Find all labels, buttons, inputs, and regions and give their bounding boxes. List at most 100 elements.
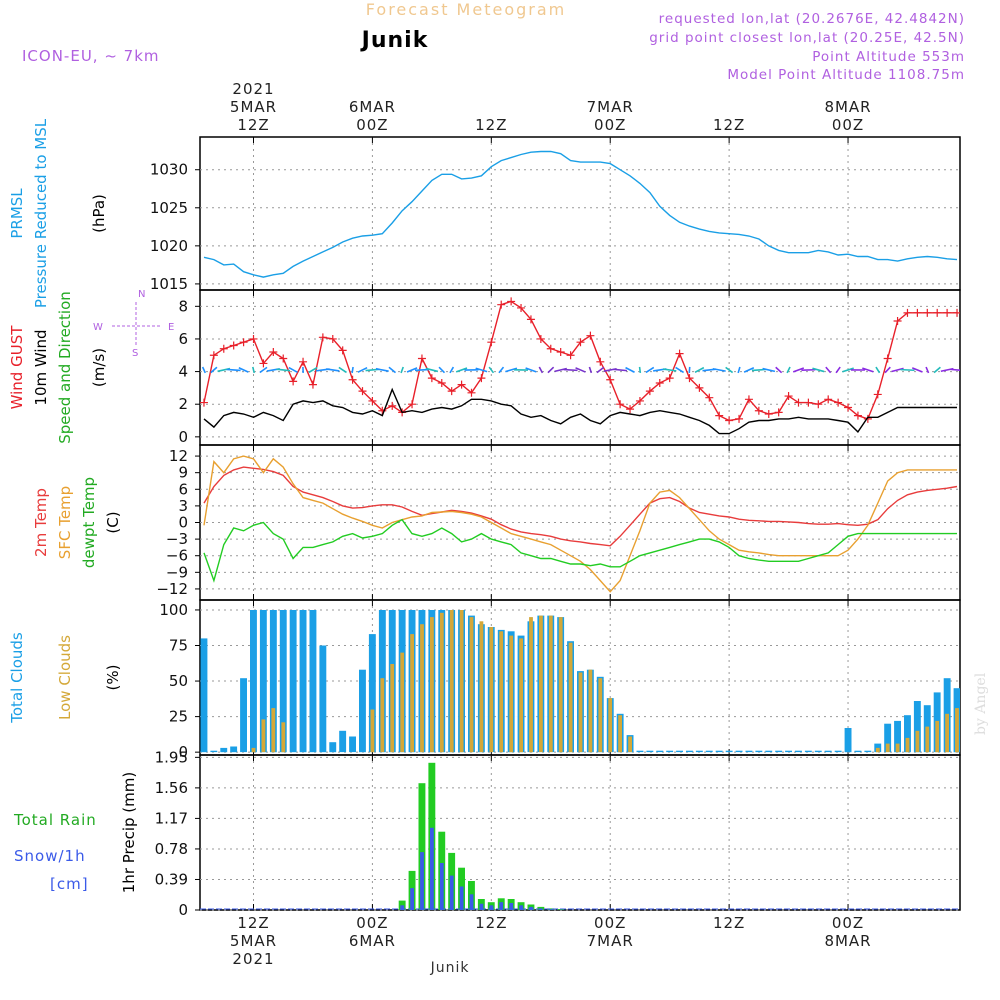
wind-barb xyxy=(414,368,429,372)
precip-frame xyxy=(199,754,961,911)
y-axis-label: Speed and Direction xyxy=(56,291,74,444)
y-tick-label: −12 xyxy=(156,580,188,598)
bar xyxy=(844,728,852,753)
wind-barb xyxy=(596,366,605,374)
bar xyxy=(240,678,247,753)
y-axis-label: Wind GUST xyxy=(8,325,26,410)
bottom-time-label: 6MAR xyxy=(349,932,396,950)
y-axis-label: 1hr Precip (mm) xyxy=(120,772,138,893)
gust-marker xyxy=(427,374,436,383)
gust-marker xyxy=(824,395,833,404)
top-time-label: 2021 xyxy=(232,80,274,98)
bar xyxy=(251,747,256,753)
gust-marker xyxy=(417,354,426,363)
gust-marker xyxy=(318,333,327,342)
bar xyxy=(210,750,218,753)
gust-marker xyxy=(209,351,218,360)
gust-marker xyxy=(784,392,793,401)
y-axis-label: dewpt Temp xyxy=(80,477,98,568)
compass-n: N xyxy=(138,289,145,300)
gust-marker xyxy=(675,349,684,358)
bar xyxy=(666,750,674,753)
wind-barb xyxy=(675,366,685,374)
bar xyxy=(420,852,424,910)
bar xyxy=(539,615,543,753)
y-tick-label: −9 xyxy=(166,563,188,581)
gust-marker xyxy=(635,396,644,405)
gust-marker xyxy=(566,351,575,360)
y-tick-label: 1.17 xyxy=(155,809,188,827)
compass-rose: N S W E xyxy=(93,289,174,359)
bar xyxy=(557,909,565,910)
bottom-time-label: 12Z xyxy=(237,914,269,932)
bar xyxy=(834,750,842,753)
bar xyxy=(646,750,654,753)
bar xyxy=(705,750,713,753)
y-axis-label: Pressure Reduced to MSL xyxy=(32,118,50,308)
y-tick-label: 1025 xyxy=(150,199,188,217)
pressure-plot-area xyxy=(203,150,958,278)
gust-marker xyxy=(923,308,932,317)
bar xyxy=(548,909,553,910)
gust-marker xyxy=(259,359,268,368)
bar xyxy=(439,863,444,910)
wind-barb xyxy=(288,366,298,374)
gust-marker xyxy=(556,348,565,356)
gust-marker xyxy=(229,341,238,350)
bar xyxy=(864,750,872,753)
gust-marker xyxy=(477,374,486,383)
bar xyxy=(755,750,763,753)
bar xyxy=(568,642,573,753)
bar xyxy=(676,750,683,753)
bar xyxy=(785,750,792,753)
gust-marker xyxy=(903,308,912,317)
gust-marker xyxy=(606,375,615,384)
bar xyxy=(578,672,583,753)
series-line xyxy=(203,466,958,547)
top-time-label: 00Z xyxy=(832,116,864,134)
bottom-time-label: 5MAR xyxy=(230,932,277,950)
wind-barb xyxy=(743,367,755,373)
gust-marker xyxy=(883,354,892,363)
precip-plot-area xyxy=(200,762,960,910)
gust-marker xyxy=(744,395,753,404)
y-axis-label: (m/s) xyxy=(90,348,108,387)
wind-barb xyxy=(449,366,455,374)
wind-barb xyxy=(786,366,791,374)
bar xyxy=(489,905,494,910)
bar xyxy=(469,894,474,910)
wind-barb xyxy=(900,368,915,372)
wind-barb xyxy=(712,367,726,372)
wind-barb xyxy=(925,366,930,374)
bar xyxy=(519,905,523,910)
y-tick-label: 0 xyxy=(178,901,188,919)
gust-marker xyxy=(735,414,744,423)
bar xyxy=(279,610,287,753)
y-axis-label: (%) xyxy=(104,665,122,691)
wind-barb xyxy=(455,367,468,373)
y-tick-label: 0 xyxy=(178,428,188,446)
bar xyxy=(519,638,523,753)
gust-marker xyxy=(685,374,694,383)
temperature-plot-area xyxy=(203,455,958,593)
bar xyxy=(765,750,773,753)
y-axis-label: (hPa) xyxy=(90,194,108,233)
wind-barb xyxy=(792,367,805,373)
gust-marker xyxy=(507,297,516,306)
gust-marker xyxy=(596,357,605,366)
bar xyxy=(281,722,286,753)
bottom-time-label: 7MAR xyxy=(587,932,634,950)
bar xyxy=(261,719,266,753)
top-time-label: 12Z xyxy=(237,116,269,134)
y-axis-label: 2m Temp xyxy=(32,488,50,557)
bar xyxy=(400,652,405,753)
bar xyxy=(874,743,882,753)
gust-marker xyxy=(308,380,317,389)
gust-marker xyxy=(873,390,882,399)
bar xyxy=(925,726,930,753)
bar xyxy=(795,750,802,753)
y-tick-label: 6 xyxy=(178,330,188,348)
top-time-label: 8MAR xyxy=(824,98,871,116)
